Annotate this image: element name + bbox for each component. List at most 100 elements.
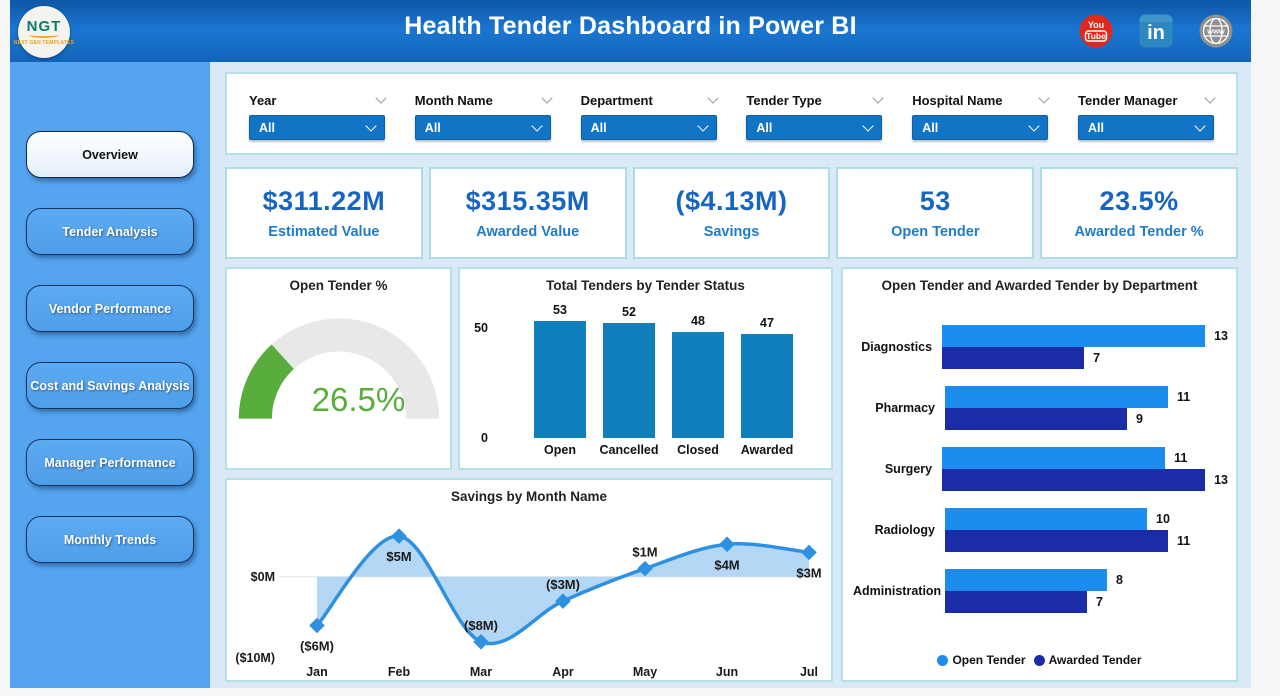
dept-bar-administration-open-tender[interactable] (945, 569, 1107, 591)
legend-open-tender[interactable]: Open Tender (937, 653, 1026, 667)
status-bar-closed[interactable]: 48 Closed (672, 314, 724, 460)
savings-line-chart[interactable]: $0M ($10M) ($6M) Jan $5M Feb ($8M) Mar ($3M) Apr $… (227, 504, 831, 682)
dept-bar-surgery-awarded-tender[interactable] (942, 469, 1206, 491)
main-content: Year All Month Name All (210, 62, 1251, 688)
slicer-department-dropdown[interactable]: All (580, 115, 717, 140)
slicer-hospital-header[interactable]: Hospital Name (912, 90, 1050, 110)
kpi-label: Awarded Value (476, 224, 580, 240)
chevron-down-icon (1038, 92, 1050, 104)
slicer-year-dropdown[interactable]: All (249, 115, 385, 140)
dept-bar-line: 9 (945, 408, 1228, 430)
dept-bar-surgery-open-tender[interactable] (942, 447, 1166, 469)
open-tender-gauge[interactable]: 26.5% (232, 307, 446, 429)
slicer-label: Department (580, 92, 653, 108)
slicer-value: All (424, 120, 441, 135)
svg-text:www: www (1206, 27, 1225, 36)
header-social-icons: You Tube in www (1079, 14, 1233, 48)
savings-x-label: Jan (306, 665, 328, 679)
kpi-label: Open Tender (891, 224, 980, 240)
savings-y-tick: $0M (251, 570, 275, 584)
slicer-year: Year All (249, 90, 387, 153)
chevron-down-icon (541, 92, 553, 104)
dept-bar-line: 8 (945, 569, 1228, 591)
filter-bar: Year All Month Name All (225, 72, 1238, 155)
slicer-hospital-dropdown[interactable]: All (912, 115, 1049, 140)
savings-data-label: $3M (796, 565, 821, 580)
status-bar-cancelled[interactable]: 52 Cancelled (599, 305, 658, 460)
dept-bar-pharmacy-open-tender[interactable] (945, 386, 1168, 408)
dept-row-radiology: Radiology 10 11 (853, 508, 1228, 552)
gauge-value-arc[interactable] (238, 344, 294, 420)
sidebar-item-monthly-trends[interactable]: Monthly Trends (26, 516, 194, 563)
bar-category-label: Open (544, 443, 576, 457)
department-bars-plot: Diagnostics 13 7 Pharmacy 11 9 Surgery 11 13 Radi… (853, 325, 1228, 613)
dept-bar-radiology-awarded-tender[interactable] (945, 530, 1168, 552)
svg-text:in: in (1147, 22, 1165, 44)
dept-bar-radiology-open-tender[interactable] (945, 508, 1147, 530)
bar[interactable] (741, 334, 793, 438)
dept-bar-pharmacy-awarded-tender[interactable] (945, 408, 1127, 430)
page-title: Health Tender Dashboard in Power BI (404, 12, 857, 40)
legend-awarded-tender[interactable]: Awarded Tender (1033, 653, 1142, 667)
dept-bar-line: 11 (945, 530, 1228, 552)
slicer-value: All (590, 120, 607, 135)
slicer-tender-manager-dropdown[interactable]: All (1077, 115, 1214, 140)
dept-category-label: Radiology (874, 523, 935, 537)
slicer-tender-type-header[interactable]: Tender Type (746, 90, 885, 110)
chevron-down-icon (1194, 119, 1206, 132)
status-bar-awarded[interactable]: 47 Awarded (741, 316, 794, 460)
dept-bar-diagnostics-awarded-tender[interactable] (942, 347, 1085, 369)
slicer-month-dropdown[interactable]: All (414, 115, 551, 140)
slicer-label: Tender Manager (1077, 92, 1178, 108)
dept-bar-group: 11 13 (942, 447, 1228, 491)
slicer-month-header[interactable]: Month Name (415, 90, 553, 110)
savings-x-label: May (633, 665, 657, 679)
dept-bar-administration-awarded-tender[interactable] (945, 591, 1087, 613)
chevron-down-icon (696, 119, 709, 132)
bar[interactable] (672, 332, 724, 438)
dept-row-surgery: Surgery 11 13 (853, 447, 1228, 491)
website-icon[interactable]: www (1199, 14, 1233, 48)
dept-bar-value: 9 (1136, 412, 1143, 426)
sidebar-item-vendor-performance[interactable]: Vendor Performance (26, 285, 194, 332)
kpi-value: 53 (919, 186, 951, 216)
slicer-year-header[interactable]: Year (249, 90, 387, 110)
savings-chart-panel: Savings by Month Name $0M ($10M) ($6M) Jan $… (225, 478, 833, 682)
kpi-savings: ($4.13M) Savings (632, 167, 831, 259)
chevron-down-icon (375, 92, 387, 104)
y-axis-tick: 50 (474, 320, 488, 335)
dept-row-pharmacy: Pharmacy 11 9 (853, 386, 1228, 430)
dept-bar-value: 11 (1177, 390, 1191, 404)
savings-chart-title: Savings by Month Name (450, 489, 608, 504)
slicer-tender-manager: Tender Manager All (1077, 90, 1216, 153)
bar-value-label: 52 (622, 305, 636, 319)
bar[interactable] (534, 321, 586, 438)
savings-y-tick: ($10M) (235, 651, 275, 665)
linkedin-icon[interactable]: in (1139, 14, 1173, 48)
dept-bar-line: 13 (942, 325, 1228, 347)
youtube-icon[interactable]: You Tube (1079, 14, 1113, 48)
slicer-tender-manager-header[interactable]: Tender Manager (1077, 90, 1216, 110)
bar[interactable] (603, 323, 655, 438)
dept-bar-group: 13 7 (942, 325, 1228, 369)
slicer-department-header[interactable]: Department (580, 90, 719, 110)
logo-text: NGT (26, 18, 62, 35)
sidebar-item-manager-performance[interactable]: Manager Performance (26, 439, 194, 486)
svg-text:You: You (1088, 20, 1104, 30)
dept-row-diagnostics: Diagnostics 13 7 (853, 325, 1228, 369)
savings-data-label: $4M (714, 557, 739, 572)
dept-bar-value: 7 (1093, 351, 1101, 365)
kpi-value: 23.5% (1099, 186, 1179, 216)
slicer-tender-type-dropdown[interactable]: All (746, 115, 883, 140)
status-bar-open[interactable]: 53 Open (534, 303, 586, 460)
sidebar-item-overview[interactable]: Overview (26, 131, 194, 178)
header-bar: NGT NEXT GEN TEMPLATES Health Tender Das… (10, 0, 1251, 62)
sidebar-item-cost-savings-analysis[interactable]: Cost and Savings Analysis (26, 362, 194, 409)
dept-bar-diagnostics-open-tender[interactable] (942, 325, 1206, 347)
sidebar-item-tender-analysis[interactable]: Tender Analysis (26, 208, 194, 255)
legend-label: Awarded Tender (1048, 653, 1142, 667)
bar-category-label: Closed (677, 443, 719, 457)
logo-swoosh-icon (29, 32, 59, 38)
slicer-label: Hospital Name (912, 92, 1003, 108)
slicer-label: Year (249, 92, 277, 108)
